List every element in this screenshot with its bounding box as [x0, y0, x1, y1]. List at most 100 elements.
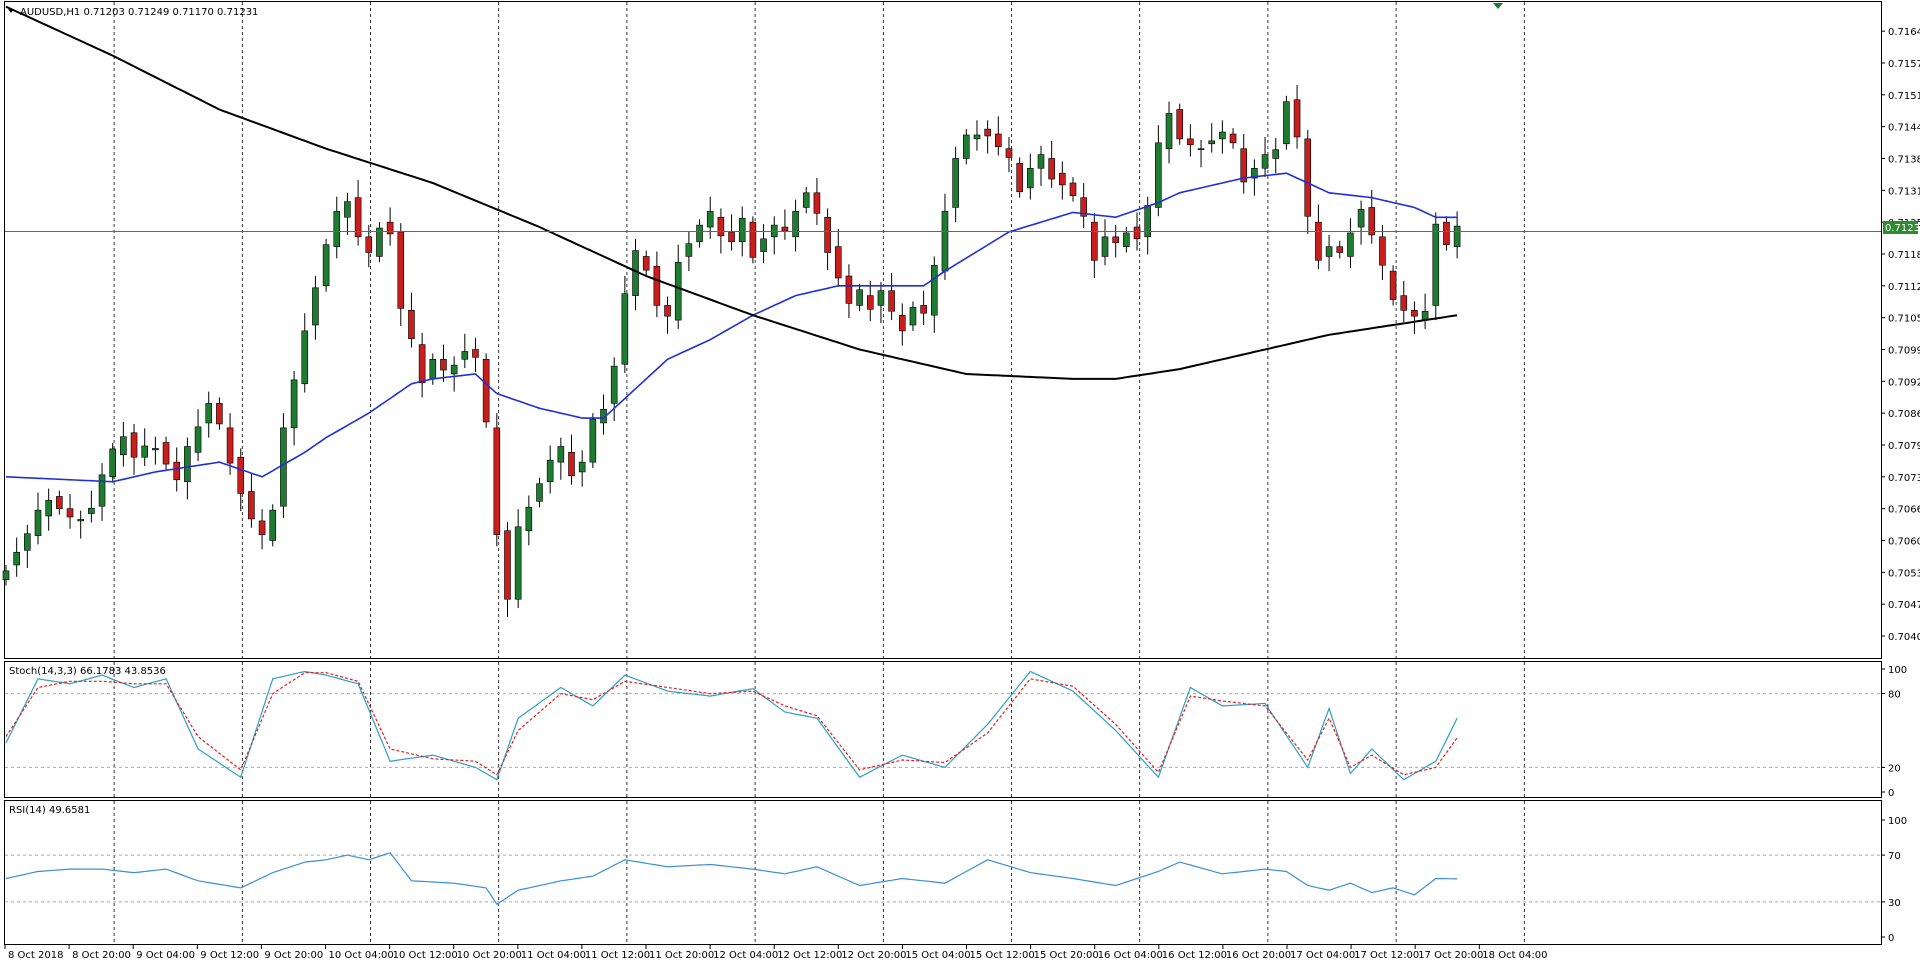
candle-body [1112, 236, 1119, 244]
shift-marker-icon[interactable] [1493, 3, 1503, 9]
candle-body [450, 364, 458, 375]
candle-body [1379, 236, 1386, 266]
stoch-tick-label: 0 [1888, 788, 1894, 799]
candle-body [760, 238, 767, 252]
time-axis-label: 16 Oct 12:00 [1162, 950, 1227, 961]
candle-body [952, 158, 959, 208]
collapse-arrow-icon[interactable] [8, 9, 14, 13]
candle-body [653, 265, 661, 306]
candle-body [1283, 101, 1290, 145]
candle-body [440, 358, 447, 371]
price-tick-label: 0.71055 [1888, 314, 1920, 325]
candle-body [995, 133, 1002, 148]
candle-body [1304, 138, 1312, 217]
price-tick-label: 0.71185 [1888, 250, 1920, 261]
stoch-axis: 100 80 20 0 [1881, 665, 1907, 799]
candle-body [312, 287, 319, 326]
candle-body [13, 551, 20, 566]
candle-body [1101, 236, 1109, 257]
candle-body [568, 452, 575, 477]
candle-body [408, 310, 415, 340]
price-tick-label: 0.70535 [1888, 568, 1920, 579]
candle-body [909, 307, 917, 326]
candle-body [589, 418, 597, 463]
candle-body [482, 358, 490, 423]
candle-body [1411, 310, 1418, 317]
candle-body [1325, 246, 1333, 257]
rsi-line [5, 852, 1458, 906]
time-axis-label: 16 Oct 04:00 [1098, 950, 1163, 961]
candle-body [1005, 148, 1013, 158]
chart-title: AUDUSD,H1 0.71203 0.71249 0.71170 0.7123… [20, 7, 258, 18]
candle-body [45, 500, 52, 517]
candle-body [536, 483, 543, 502]
candle-body [1016, 163, 1023, 193]
candle-body [226, 427, 234, 464]
candle-body [877, 290, 885, 306]
candle-body [344, 201, 351, 218]
rsi-tick-label: 70 [1888, 851, 1901, 862]
candle-body [216, 403, 223, 425]
time-axis-label: 10 Oct 20:00 [457, 950, 522, 961]
candle-body [610, 365, 618, 404]
candle-body [280, 427, 287, 507]
ma-slow-line [5, 5, 1458, 380]
price-tick-label: 0.70925 [1888, 377, 1920, 388]
candle-body [322, 244, 330, 287]
candle-body [194, 426, 202, 453]
candle-body [1251, 167, 1258, 179]
candle-body [1197, 148, 1205, 150]
time-axis-label: 10 Oct 12:00 [393, 950, 458, 961]
candle-body [1155, 142, 1162, 208]
stoch-title: Stoch(14,3,3) 66.1783 43.8536 [9, 666, 166, 677]
candle-body [845, 275, 853, 304]
candle-body [98, 474, 106, 507]
time-axis-label: 12 Oct 12:00 [777, 950, 842, 961]
candle-body [386, 221, 394, 235]
candle-body [781, 226, 789, 232]
candle-body [888, 290, 895, 312]
candle-body [1208, 140, 1216, 145]
candle-body [290, 379, 298, 429]
time-axis-label: 12 Oct 20:00 [841, 950, 906, 961]
time-axis-label: 9 Oct 20:00 [264, 950, 323, 961]
candle-body [1144, 205, 1151, 238]
candle-body [24, 533, 31, 551]
time-axis-label: 8 Oct 20:00 [72, 950, 131, 961]
time-axis-label: 12 Oct 04:00 [713, 950, 778, 961]
candle-body [1272, 149, 1280, 159]
candle-body [77, 519, 84, 522]
price-tick-label: 0.70665 [1888, 505, 1920, 516]
time-axis: 8 Oct 2018 8 Oct 20:00 9 Oct 04:00 9 Oct 12… [4, 945, 1548, 961]
price-tick-label: 0.70405 [1888, 632, 1920, 643]
candle-body [1453, 225, 1461, 247]
price-tick-label: 0.70795 [1888, 441, 1920, 452]
candle-body [1080, 197, 1087, 217]
time-axis-label: 17 Oct 04:00 [1290, 950, 1355, 961]
time-axis-label: 15 Oct 20:00 [1034, 950, 1099, 961]
candle-body [1336, 246, 1344, 253]
time-axis-label: 11 Oct 12:00 [585, 950, 650, 961]
candle-body [738, 217, 746, 243]
candle-body [2, 570, 10, 580]
candle-body [354, 197, 362, 238]
candle-body [333, 211, 341, 247]
candle-body [1443, 221, 1450, 245]
candle-body [1165, 113, 1173, 149]
candle-body [706, 211, 714, 228]
candle-body [642, 256, 650, 271]
main-panel-frame [4, 1, 1882, 659]
rsi-tick-label: 100 [1888, 816, 1907, 827]
candle-body [493, 427, 501, 535]
time-axis-label: 8 Oct 2018 [8, 950, 63, 961]
candle-body [834, 246, 842, 279]
rsi-axis: 100 70 30 0 [1881, 816, 1907, 944]
candle-body [1187, 138, 1194, 146]
candle-body [418, 344, 426, 384]
candles [2, 85, 1461, 617]
candle-body [504, 530, 511, 600]
candle-body [1133, 226, 1141, 240]
